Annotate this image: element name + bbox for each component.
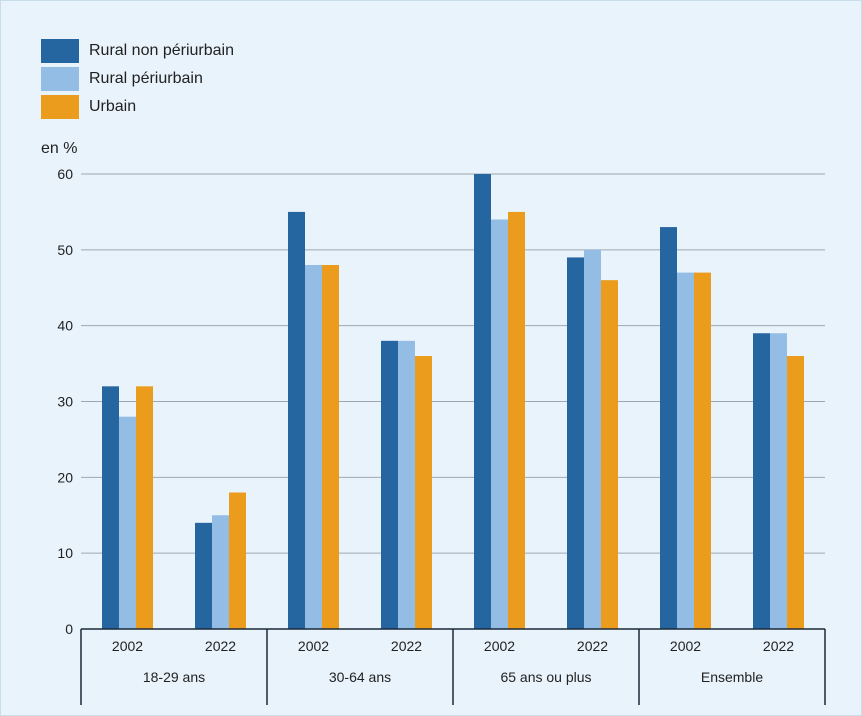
bar (694, 272, 711, 629)
bar (322, 265, 339, 629)
bar (305, 265, 322, 629)
y-tick-label: 50 (57, 242, 73, 258)
legend-item-rural-non-periurbain: Rural non périurbain (41, 37, 234, 65)
bar (584, 249, 601, 630)
legend-item-urbain: Urbain (41, 93, 234, 121)
bar (288, 211, 305, 629)
x-tick-label: 2022 (391, 638, 422, 654)
x-tick-label: 2002 (112, 638, 143, 654)
bar (770, 333, 787, 629)
legend-swatch-rural-non-periurbain (41, 39, 79, 63)
group-label: 18-29 ans (143, 669, 205, 685)
bar (212, 515, 229, 629)
x-tick-label: 2002 (670, 638, 701, 654)
legend-label: Urbain (89, 98, 137, 115)
bar (136, 386, 153, 629)
bar (567, 257, 584, 629)
bar (508, 211, 525, 629)
bar (415, 356, 432, 629)
bar (229, 492, 246, 629)
bar (381, 340, 398, 629)
y-axis-label: en % (41, 140, 77, 157)
bar (491, 219, 508, 629)
y-tick-label: 60 (57, 166, 73, 182)
bar (601, 280, 618, 629)
legend-item-rural-periurbain: Rural périurbain (41, 65, 234, 93)
group-label: 30-64 ans (329, 669, 391, 685)
bar (398, 340, 415, 629)
bar (119, 416, 136, 629)
x-tick-label: 2022 (205, 638, 236, 654)
x-tick-label: 2022 (763, 638, 794, 654)
group-label: 65 ans ou plus (500, 669, 591, 685)
x-tick-label: 2002 (484, 638, 515, 654)
bars (102, 174, 804, 630)
legend-swatch-rural-periurbain (41, 67, 79, 91)
y-tick-label: 30 (57, 394, 73, 410)
legend-label: Rural périurbain (89, 70, 203, 87)
y-tick-label: 10 (57, 545, 73, 561)
x-tick-label: 2002 (298, 638, 329, 654)
legend: Rural non périurbain Rural périurbain Ur… (41, 37, 234, 121)
bar (677, 272, 694, 629)
legend-label: Rural non périurbain (89, 42, 234, 59)
y-tick-label: 20 (57, 469, 73, 485)
bar (787, 356, 804, 629)
y-tick-label: 40 (57, 318, 73, 334)
y-tick-label: 0 (65, 621, 73, 637)
bar (102, 386, 119, 629)
x-tick-label: 2022 (577, 638, 608, 654)
bar (195, 522, 212, 629)
gridlines (81, 173, 825, 554)
legend-swatch-urbain (41, 95, 79, 119)
bar (753, 333, 770, 629)
y-tick-labels: 0 10 20 30 40 50 60 (57, 166, 73, 637)
bar (474, 174, 491, 629)
bar (660, 227, 677, 630)
group-label: Ensemble (701, 669, 763, 685)
